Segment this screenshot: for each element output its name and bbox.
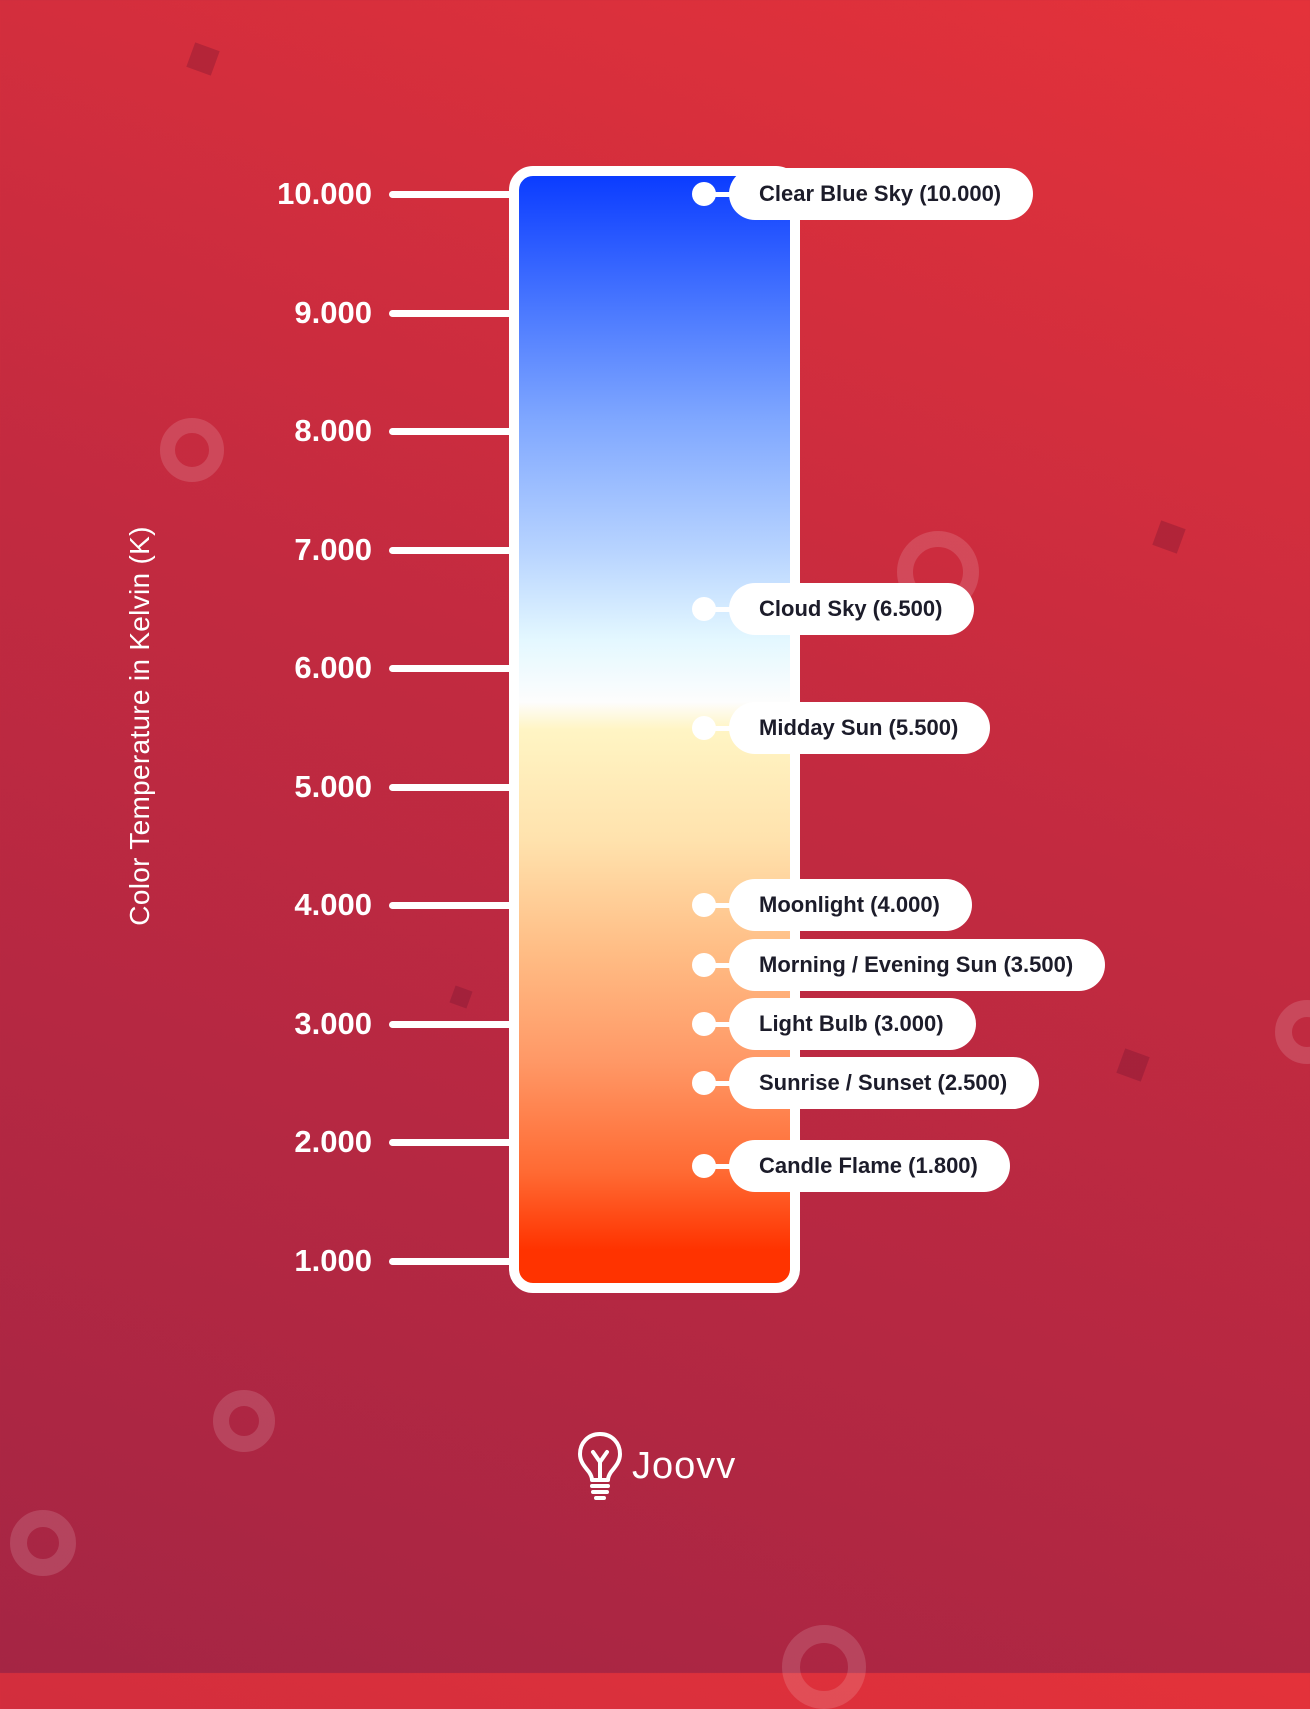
tick-line xyxy=(389,1139,514,1147)
tick-line xyxy=(389,1020,514,1028)
annotation-label: Sunrise / Sunset (2.500) xyxy=(729,1057,1040,1110)
annotation-connector xyxy=(704,903,734,909)
decor-square xyxy=(1152,520,1186,554)
annotation-connector xyxy=(704,606,734,612)
tick-label: 1.000 xyxy=(294,1243,372,1278)
tick-label: 9.000 xyxy=(294,294,372,330)
annotation-connector xyxy=(704,962,734,968)
infographic: Color Temperature in Kelvin (K) 10.000 9.… xyxy=(10,42,1310,1709)
annotation-label: Candle Flame (1.800) xyxy=(729,1140,1010,1193)
tick-line xyxy=(389,1258,514,1265)
brand-logo: Joovv xyxy=(576,1430,736,1502)
decor-ring xyxy=(1275,1000,1310,1064)
tick-label: 2.000 xyxy=(294,1124,372,1160)
annotation-label: Moonlight (4.000) xyxy=(729,879,972,932)
decor-ring xyxy=(10,1510,76,1576)
tick-line xyxy=(389,428,514,436)
decor-ring xyxy=(160,418,224,482)
tick-label: 6.000 xyxy=(294,650,372,686)
annotation-connector xyxy=(704,1164,734,1170)
tick-line xyxy=(389,191,514,198)
tick-label: 7.000 xyxy=(294,531,372,567)
tick-label: 10.000 xyxy=(277,176,372,211)
tick-line xyxy=(389,309,514,317)
annotation-connector xyxy=(704,1021,734,1027)
decor-square xyxy=(1116,1048,1150,1082)
annotation-label: Clear Blue Sky (10.000) xyxy=(729,168,1034,220)
annotation-label: Cloud Sky (6.500) xyxy=(729,582,975,635)
tick-line xyxy=(389,783,514,791)
y-axis-title: Color Temperature in Kelvin (K) xyxy=(124,526,155,926)
decor-ring xyxy=(213,1390,275,1452)
tick-label: 8.000 xyxy=(294,413,372,449)
annotation-label: Morning / Evening Sun (3.500) xyxy=(729,938,1106,991)
tick-label: 3.000 xyxy=(294,1005,372,1041)
tick-line xyxy=(389,546,514,554)
lightbulb-icon xyxy=(578,1432,622,1500)
decor-square xyxy=(449,985,473,1009)
annotation-connector xyxy=(704,1081,734,1087)
annotation-label: Light Bulb (3.000) xyxy=(729,997,976,1050)
annotation-connector xyxy=(704,192,734,197)
annotation-connector xyxy=(704,725,734,731)
annotation-label: Midday Sun (5.500) xyxy=(729,701,991,754)
brand-name: Joovv xyxy=(632,1444,737,1487)
decor-square xyxy=(186,42,220,76)
decor-ring xyxy=(782,1625,866,1709)
tick-label: 5.000 xyxy=(294,768,372,804)
tick-line xyxy=(389,902,514,910)
tick-label: 4.000 xyxy=(294,887,372,923)
tick-line xyxy=(389,665,514,673)
